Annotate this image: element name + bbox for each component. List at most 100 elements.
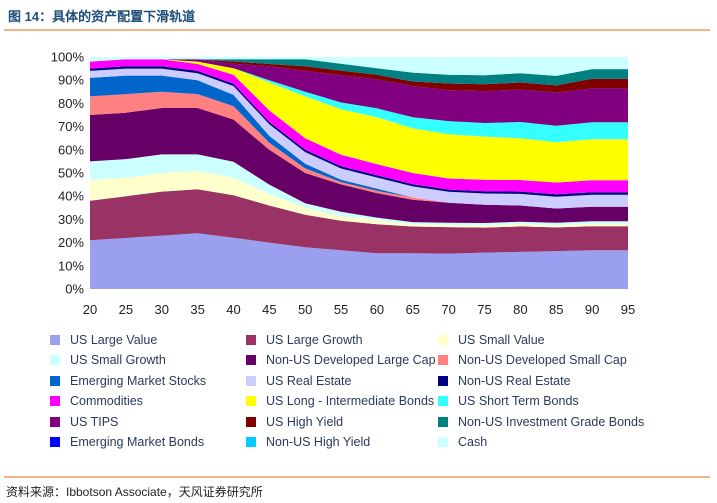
area-us-small-growth — [90, 154, 628, 226]
legend-item-us-small-value: US Small Value — [438, 332, 678, 348]
legend-swatch — [50, 375, 60, 386]
y-tick-label: 100% — [51, 50, 85, 65]
legend-item-us-small-growth: US Small Growth — [50, 352, 246, 368]
legend-item-us-long-intermediate-bonds: US Long - Intermediate Bonds — [246, 393, 438, 409]
area-non-us-developed-large-cap — [90, 108, 628, 223]
legend-swatch — [50, 436, 60, 447]
legend-item-us-high-yield: US High Yield — [246, 414, 438, 430]
legend-item-emerging-market-bonds: Emerging Market Bonds — [50, 434, 246, 450]
legend-label: US Real Estate — [266, 373, 352, 388]
x-tick-label: 30 — [154, 302, 168, 317]
area-commodities — [90, 59, 628, 195]
area-us-tips — [90, 59, 628, 126]
y-tick-label: 30% — [58, 212, 84, 227]
legend-label: Non-US Investment Grade Bonds — [458, 414, 645, 429]
area-us-small-value — [90, 170, 628, 228]
x-tick-label: 65 — [406, 302, 420, 317]
figure-title: 图 14：具体的资产配置下滑轨道 — [8, 9, 196, 24]
legend-swatch — [50, 335, 60, 345]
legend-item-non-us-developed-large-cap: Non-US Developed Large Cap — [246, 352, 438, 368]
area-us-large-value — [90, 233, 628, 289]
area-us-high-yield — [90, 59, 628, 93]
area-non-us-developed-small-cap — [90, 91, 628, 209]
chart-legend: US Large Value US Large Growth US Small Va… — [50, 332, 690, 450]
legend-item-non-us-developed-small-cap: Non-US Developed Small Cap — [438, 352, 678, 368]
area-us-short-term-bonds — [90, 59, 628, 143]
legend-swatch — [246, 335, 256, 345]
legend-label: Non-US High Yield — [266, 434, 371, 449]
x-tick-label: 40 — [226, 302, 240, 317]
legend-swatch — [246, 416, 256, 427]
legend-swatch — [246, 436, 256, 447]
y-tick-label: 0% — [65, 282, 84, 297]
legend-swatch — [438, 355, 448, 366]
y-tick-label: 80% — [58, 96, 84, 111]
legend-label: US Short Term Bonds — [458, 394, 579, 409]
legend-swatch — [438, 335, 448, 345]
x-tick-label: 20 — [83, 302, 97, 317]
legend-swatch — [50, 416, 60, 427]
legend-label: US Small Value — [458, 333, 545, 347]
x-tick-label: 45 — [262, 302, 276, 317]
legend-label: US Long - Intermediate Bonds — [266, 394, 435, 409]
legend-label: US High Yield — [266, 414, 344, 429]
area-us-large-growth — [90, 189, 628, 254]
y-tick-label: 50% — [58, 166, 84, 181]
bottom-divider — [4, 476, 710, 478]
legend-label: Non-US Developed Small Cap — [458, 353, 627, 368]
legend-item-non-us-investment-grade-bonds: Non-US Investment Grade Bonds — [438, 414, 678, 430]
legend-item-us-short-term-bonds: US Short Term Bonds — [438, 393, 678, 409]
top-divider — [4, 29, 710, 31]
x-tick-label: 80 — [513, 302, 527, 317]
x-axis: 20 25 30 35 40 45 50 55 60 65 70 75 80 85 90 95 — [83, 302, 635, 317]
legend-label: US Large Growth — [266, 333, 363, 347]
x-tick-label: 90 — [585, 302, 599, 317]
y-tick-label: 20% — [58, 235, 84, 250]
y-tick-label: 10% — [58, 258, 84, 273]
x-tick-label: 70 — [441, 302, 455, 317]
x-tick-label: 85 — [549, 302, 563, 317]
legend-swatch — [50, 355, 60, 366]
x-tick-label: 75 — [477, 302, 491, 317]
legend-label: Non-US Developed Large Cap — [266, 353, 436, 368]
x-tick-label: 95 — [621, 302, 635, 317]
x-tick-label: 60 — [370, 302, 384, 317]
legend-item-us-tips: US TIPS — [50, 414, 246, 430]
area-emerging-market-stocks — [90, 75, 628, 209]
legend-label: Non-US Real Estate — [458, 373, 571, 388]
legend-swatch — [438, 416, 448, 427]
glide-path-chart: 0% 10% 20% 30% 40% 50% 60% 70% 80% 90% 100% 20 25 30… — [51, 50, 635, 318]
x-tick-label: 55 — [334, 302, 348, 317]
area-cash — [90, 57, 628, 76]
area-us-real-estate — [90, 68, 628, 209]
y-axis: 0% 10% 20% 30% 40% 50% 60% 70% 80% 90% 100% — [51, 50, 85, 297]
legend-swatch — [246, 396, 256, 407]
y-tick-label: 40% — [58, 189, 84, 204]
legend-label: US Small Growth — [70, 353, 166, 368]
legend-label: Commodities — [70, 394, 143, 409]
legend-label: Emerging Market Stocks — [70, 373, 207, 388]
legend-item-non-us-real-estate: Non-US Real Estate — [438, 373, 678, 389]
x-tick-label: 25 — [119, 302, 133, 317]
x-tick-label: 35 — [190, 302, 204, 317]
y-tick-label: 70% — [58, 119, 84, 134]
legend-label: Emerging Market Bonds — [70, 434, 205, 449]
legend-swatch — [246, 375, 256, 386]
legend-item-non-us-high-yield: Non-US High Yield — [246, 434, 438, 450]
legend-item-us-large-growth: US Large Growth — [246, 332, 438, 348]
area-us-long-intermediate-bonds — [90, 59, 628, 183]
area-layers — [90, 57, 628, 289]
legend-item-cash: Cash — [438, 434, 678, 450]
legend-swatch — [438, 375, 448, 386]
x-tick-label: 50 — [298, 302, 312, 317]
legend-item-us-large-value: US Large Value — [50, 332, 246, 348]
legend-item-emerging-market-stocks: Emerging Market Stocks — [50, 373, 246, 389]
legend-label: US Large Value — [70, 333, 158, 347]
legend-swatch — [50, 396, 60, 407]
y-tick-label: 90% — [58, 73, 84, 88]
legend-item-us-real-estate: US Real Estate — [246, 373, 438, 389]
legend-label: Cash — [458, 434, 488, 449]
legend-label: US TIPS — [70, 414, 119, 429]
legend-swatch — [246, 355, 256, 366]
legend-item-commodities: Commodities — [50, 393, 246, 409]
